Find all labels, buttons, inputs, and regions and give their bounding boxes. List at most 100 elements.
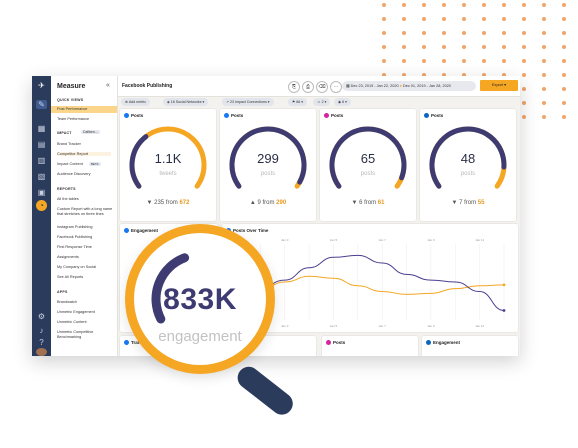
decorative-dot [542, 3, 546, 7]
export-button[interactable]: Export ▾ [480, 80, 518, 91]
series-line [235, 254, 505, 311]
decorative-dot [542, 73, 546, 77]
sidebar-item-report[interactable]: Custom Report with a long name that stre… [57, 207, 113, 216]
posts-card-bottom: Posts [322, 336, 418, 356]
decorative-dot [402, 45, 406, 49]
x-tick-label: Jan 5 [330, 238, 338, 242]
section-impact: IMPACT [57, 131, 72, 135]
magnifier-handle [233, 362, 298, 420]
sidebar-item-report[interactable]: My Company on Social [57, 265, 97, 269]
sidebar-item-brand-tracker[interactable]: Brand Tracker [57, 142, 81, 146]
decorative-dot [502, 3, 506, 7]
decorative-dot [522, 17, 526, 21]
help-icon[interactable]: ? [39, 338, 44, 347]
magnifier-unit: engagement [158, 328, 242, 345]
gauge-unit: posts [360, 171, 376, 177]
tag-filter[interactable]: ⚑ 66 ▾ [288, 98, 308, 106]
user-filter[interactable]: ☺ 2 ▾ [313, 98, 331, 106]
misc-filter-label: 6 [342, 100, 345, 104]
sidebar-item-report[interactable]: All the tables [57, 197, 79, 201]
main-content: Facebook Publishing ⎘ ⎙ ⌫ ⋯ ▦ Dec 23, 20… [118, 76, 520, 356]
arrow-down-icon: ▼ [451, 200, 458, 206]
sidebar-item-report[interactable]: Assignments [57, 255, 79, 259]
facebook-icon [224, 113, 229, 119]
compare-dot-icon: ● [399, 84, 403, 88]
people-icon[interactable]: ▣ [37, 188, 46, 197]
traffic-card-title: Traffic [131, 340, 145, 345]
export-label: Export [492, 83, 503, 87]
sidebar-item-report[interactable]: Instagram Publishing [57, 225, 93, 229]
x-tick-label: Jan 5 [330, 324, 338, 328]
double-chevron-left-icon[interactable]: « [106, 82, 110, 89]
sidebar-item-see-all-reports[interactable]: See All Reports [57, 275, 84, 279]
tasks-icon[interactable]: ▧ [37, 172, 46, 181]
decorative-dot [382, 3, 386, 7]
decorative-dot [482, 17, 486, 21]
logo-icon[interactable]: ✈ [38, 81, 45, 90]
decorative-dot [442, 45, 446, 49]
gauge-value: 65 [360, 151, 376, 166]
sidebar-item-post-performance[interactable]: Post Performance [51, 106, 117, 113]
grid-icon[interactable]: ▦ [37, 124, 46, 133]
decorative-dot [402, 73, 406, 77]
measure-icon[interactable]: ◔ [36, 200, 47, 211]
sidebar-item-audience-discovery[interactable]: Audience Discovery [57, 172, 91, 176]
settings-icon[interactable]: ⚙ [37, 312, 46, 321]
print-icon[interactable]: ⎙ [302, 81, 314, 93]
decorative-dot [422, 45, 426, 49]
magnifier: 833K engagement [134, 233, 266, 365]
posts-over-time-title: Posts Over Time [233, 228, 269, 233]
sidebar-item-report[interactable]: First Response Time [57, 245, 92, 249]
magnifier-gauge [151, 253, 190, 324]
avatar[interactable] [36, 348, 47, 356]
sidebar-item-competitor-report[interactable]: Competitor Report [57, 152, 111, 156]
gauge-title: Posts [431, 113, 444, 118]
gauge-comparison: ▼ 6 from 61 [351, 200, 385, 206]
trash-icon[interactable]: ⌫ [316, 81, 328, 93]
networks-filter[interactable]: ◈ 16 Social Networks ▾ [163, 98, 209, 106]
x-tick-label: Jan 9 [427, 324, 435, 328]
sidebar-item-report[interactable]: Facebook Publishing [57, 235, 93, 239]
add-metric-button[interactable]: ⊕ Add metric [121, 98, 150, 106]
more-icon[interactable]: ⋯ [330, 81, 342, 93]
decorative-dot [382, 31, 386, 35]
decorative-dot [462, 73, 466, 77]
gauge-comparison: ▼ 7 from 55 [451, 200, 485, 206]
decorative-dot [522, 87, 526, 91]
sidebar-item-app[interactable]: Unmetric Content [57, 320, 87, 324]
decorative-dot [522, 45, 526, 49]
gauge-fill [429, 126, 507, 189]
instagram-icon [324, 113, 329, 119]
decorative-dot [402, 17, 406, 21]
decorative-dot [502, 73, 506, 77]
impact-select[interactable]: Californ... [81, 130, 100, 134]
date-range-picker[interactable]: ▦ Dec 23, 2019 - Jan 22, 2020 ● Dec 01, … [342, 81, 476, 91]
decorative-dot [422, 17, 426, 21]
linkedin-icon [424, 113, 429, 119]
misc-filter[interactable]: ◉ 6 ▾ [334, 98, 351, 106]
share-icon[interactable]: ⎘ [288, 81, 300, 93]
sidebar-item-app[interactable]: Unmetric Competitive Benchmarking [57, 330, 94, 339]
inbox-icon[interactable]: ▤ [37, 140, 46, 149]
decorative-dot [522, 115, 526, 119]
x-tick-label: Jan 9 [427, 238, 435, 242]
compose-icon[interactable]: ✎ [36, 100, 47, 109]
impact-filter[interactable]: ↗ 23 Impact Connections ▾ [222, 98, 274, 106]
gauge-title: Posts [131, 113, 144, 118]
decorative-dot [562, 73, 566, 77]
magnifier-gauge-arc [151, 253, 190, 324]
section-reports: REPORTS [57, 187, 76, 191]
impact-filter-label: 23 Impact Connections [230, 100, 267, 104]
decorative-dot [562, 17, 566, 21]
sidebar-item-team-performance[interactable]: Team Performance [57, 117, 90, 121]
page-title: Facebook Publishing [122, 83, 173, 89]
sidebar-item-app[interactable]: Unmetric Engagement [57, 310, 95, 314]
decorative-dot [442, 31, 446, 35]
sidebar-item-app[interactable]: Brandwatch [57, 300, 78, 304]
user-filter-label: 2 [321, 100, 324, 104]
x-tick-label: Jan 1 [232, 238, 240, 242]
bell-icon[interactable]: ♪ [39, 326, 44, 335]
sidebar-item-impact-content[interactable]: Impact Content [57, 162, 83, 166]
linkedin-icon [426, 340, 431, 346]
calendar-icon[interactable]: ▥ [37, 156, 46, 165]
